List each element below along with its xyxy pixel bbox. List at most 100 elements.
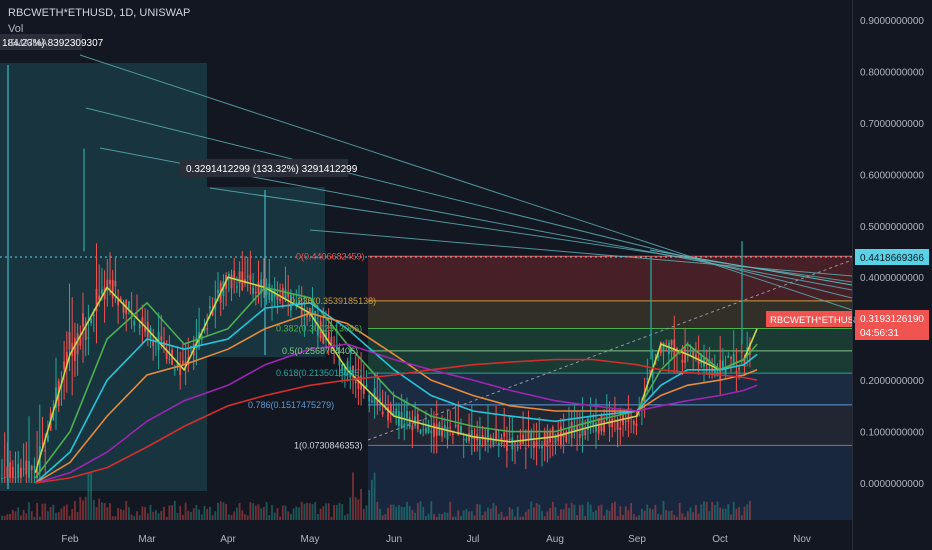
candle-body: [279, 298, 281, 302]
volume-bar: [128, 507, 130, 520]
candle-body: [268, 283, 271, 300]
volume-bar: [136, 511, 138, 520]
volume-bar: [20, 515, 22, 520]
volume-bar: [327, 503, 330, 520]
volume-bar: [416, 503, 419, 520]
volume-bar: [241, 510, 244, 520]
ema-indicator-label[interactable]: EMA/MA: [8, 38, 48, 49]
candle-body: [743, 357, 746, 367]
volume-bar: [546, 511, 549, 520]
candle-body: [354, 378, 357, 384]
volume-bar: [36, 503, 38, 520]
candle-body: [152, 339, 155, 346]
volume-bar: [192, 508, 195, 520]
candle-body: [65, 351, 68, 369]
candle-body: [422, 429, 425, 431]
candle-body: [25, 460, 28, 475]
volume-indicator-label[interactable]: Vol: [8, 23, 24, 35]
volume-bar: [387, 507, 389, 520]
volume-bar: [514, 516, 516, 520]
fan-line: [79, 54, 853, 311]
candle-body: [338, 356, 341, 366]
fib-label: 0.236(0.3539185138): [290, 296, 376, 306]
candle-body: [479, 439, 481, 446]
volume-bar: [292, 508, 295, 520]
candle-body: [522, 434, 524, 444]
price-tick: 0.5000000000: [860, 222, 924, 233]
volume-bar: [595, 510, 597, 520]
candle-body: [389, 404, 392, 414]
volume-bar: [533, 507, 535, 520]
fibonacci-retracement[interactable]: [368, 255, 852, 520]
candle-body: [211, 309, 214, 315]
volume-bar: [622, 515, 624, 520]
volume-bar: [103, 502, 106, 520]
time-axis[interactable]: Feb Mar Apr May Jun Jul Aug Sep Oct Nov: [61, 534, 811, 545]
volume-bar: [743, 506, 746, 520]
candle-body: [506, 439, 508, 451]
volume-bar: [635, 516, 638, 520]
volume-bar: [403, 507, 406, 520]
volume-bar: [530, 501, 533, 520]
candle-body: [92, 314, 95, 317]
candle-body: [468, 433, 470, 442]
candle-body: [381, 411, 384, 415]
volume-bar: [516, 506, 519, 520]
candle-body: [722, 360, 724, 369]
volume-bar: [487, 507, 489, 520]
volume-bar: [465, 509, 468, 520]
candle-body: [106, 279, 109, 287]
candle-body: [47, 435, 49, 442]
candle-body: [597, 417, 600, 434]
time-tick: May: [301, 534, 320, 545]
candle-body: [519, 440, 522, 445]
volume-bar: [705, 501, 708, 520]
volume-bar: [522, 516, 524, 520]
volume-bar: [438, 513, 441, 520]
volume-bar: [314, 502, 317, 520]
volume-bar: [406, 502, 408, 520]
volume-bar: [165, 516, 168, 520]
volume-bar: [519, 516, 522, 520]
candle-body: [670, 340, 673, 345]
volume-bar: [317, 513, 319, 520]
volume-bar: [495, 505, 497, 520]
candle-body: [749, 342, 751, 355]
time-tick: Jul: [467, 534, 480, 545]
candle-body: [668, 342, 670, 354]
volume-bar: [200, 514, 203, 520]
candle-body: [662, 342, 665, 351]
candle-body: [611, 418, 614, 428]
volume-bar: [506, 516, 508, 520]
candle-body: [376, 396, 379, 406]
volume-bar: [614, 501, 616, 520]
measure-label-mid: 0.3291412299 (133.32%) 3291412299: [186, 164, 358, 175]
volume-bar: [489, 508, 492, 520]
volume-bar: [570, 502, 573, 520]
volume-bar: [411, 510, 414, 520]
volume-bar: [749, 501, 751, 520]
candle-body: [265, 288, 268, 296]
candle-body: [568, 428, 570, 433]
candle-body: [314, 311, 317, 321]
volume-bar: [65, 504, 68, 520]
candle-body: [117, 299, 119, 306]
volume-bar: [473, 515, 476, 520]
price-tick: 0.6000000000: [860, 170, 924, 181]
candle-body: [352, 365, 354, 377]
price-axis[interactable]: 0.9000000000 0.8000000000 0.7000000000 0.60…: [853, 0, 932, 550]
candle-body: [700, 354, 703, 364]
candle-body: [84, 323, 87, 340]
candle-body: [165, 352, 168, 359]
candle-body: [527, 430, 530, 441]
volume-bar: [298, 507, 300, 520]
volume-bar: [238, 503, 241, 520]
candle-body: [190, 346, 192, 348]
volume-bar: [246, 515, 249, 520]
candle-body: [581, 420, 584, 437]
volume-bar: [503, 516, 506, 520]
candle-body: [724, 368, 727, 375]
candle-body: [425, 428, 427, 433]
volume-bar: [209, 506, 211, 520]
